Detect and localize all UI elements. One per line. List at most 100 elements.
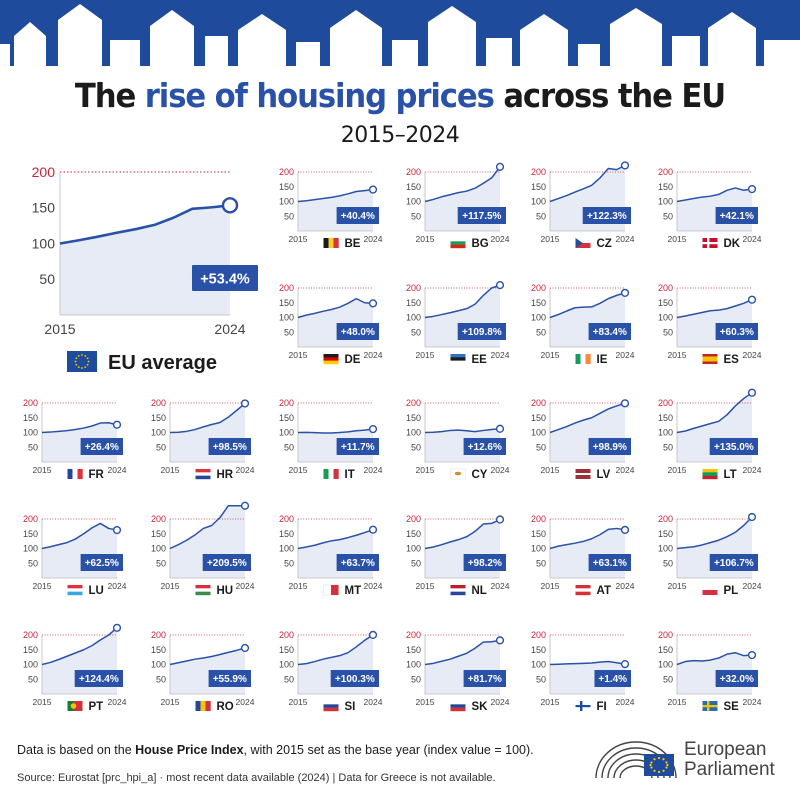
- y-tick-label: 100: [279, 313, 294, 323]
- european-parliament-wordmark: European Parliament: [684, 740, 775, 780]
- endpoint-marker: [620, 161, 630, 170]
- x-tick-label: 2015: [541, 234, 560, 244]
- y-tick-label: 50: [411, 558, 421, 568]
- endpoint-marker: [495, 636, 505, 645]
- chart-panel-ee: 50 100 150 200 2015 2024 +109.8% EE: [406, 281, 510, 366]
- title-part1: The: [74, 76, 136, 115]
- chart-panel-hr: 50 100 150 200 2015 2024 +98.5% HR: [151, 398, 255, 481]
- x-tick-label: 2024: [364, 234, 383, 244]
- y-tick-label: 100: [658, 428, 673, 438]
- country-code: RO: [217, 701, 234, 713]
- x-tick-label: 2015: [161, 697, 180, 707]
- endpoint-marker: [747, 388, 757, 397]
- chart-panel-si: 50 100 150 200 2015 2024 +100.3% SI: [279, 630, 383, 713]
- y-tick-label: 150: [531, 645, 546, 655]
- x-tick-label: 2024: [108, 697, 127, 707]
- change-label-box: [80, 554, 123, 571]
- flag-icon-ie: [575, 354, 591, 364]
- x-tick-label: 2015: [416, 234, 435, 244]
- flag-icon-nl: [450, 585, 466, 596]
- change-label-box: [330, 670, 379, 687]
- y-tick-label: 50: [156, 442, 166, 452]
- x-tick-label: 2015: [541, 697, 560, 707]
- y-tick-label: 150: [23, 645, 38, 655]
- change-label-box: [594, 670, 631, 687]
- y-tick-label: 200: [406, 514, 421, 524]
- change-label: +48.0%: [341, 327, 375, 338]
- y-tick-label: 200: [531, 398, 546, 408]
- endpoint-marker: [620, 659, 630, 669]
- x-tick-label: 2024: [743, 697, 762, 707]
- country-code: SI: [345, 701, 356, 713]
- x-tick-label: 2024: [616, 234, 635, 244]
- y-tick-label: 50: [663, 211, 673, 221]
- series-line: [41, 422, 118, 434]
- y-tick-label: 150: [658, 298, 673, 308]
- page-title: The rise of housing prices across the EU: [28, 76, 772, 115]
- country-code: EE: [472, 354, 488, 366]
- x-tick-label: 2015: [668, 581, 687, 591]
- series-line: [549, 402, 626, 434]
- x-tick-label: 2015: [44, 321, 75, 337]
- x-tick-label: 2015: [289, 465, 308, 475]
- country-code: DK: [724, 238, 741, 250]
- x-tick-label: 2015: [416, 465, 435, 475]
- x-tick-label: 2024: [491, 465, 510, 475]
- change-label-box: [80, 438, 123, 455]
- x-tick-label: 2015: [289, 581, 308, 591]
- endpoint-marker: [368, 630, 378, 640]
- x-tick-label: 2015: [416, 350, 435, 360]
- y-tick-label: 150: [658, 529, 673, 539]
- change-label-box: [74, 670, 123, 687]
- endpoint-marker: [368, 525, 378, 534]
- series-line: [424, 166, 501, 203]
- change-label-box: [463, 554, 506, 571]
- x-tick-label: 2024: [364, 581, 383, 591]
- footer-note-bold: House Price Index: [135, 743, 244, 757]
- flag-icon-pl: [702, 585, 718, 595]
- flag-icon-hr: [195, 469, 211, 480]
- series-line: [169, 402, 246, 434]
- y-tick-label: 150: [531, 298, 546, 308]
- country-code: HU: [217, 585, 234, 597]
- x-tick-label: 2024: [616, 465, 635, 475]
- flag-icon-cy: [450, 468, 466, 480]
- y-tick-label: 150: [531, 182, 546, 192]
- x-tick-label: 2024: [616, 581, 635, 591]
- y-tick-label: 150: [279, 182, 294, 192]
- change-label-box: [715, 323, 758, 340]
- series-line: [41, 522, 118, 550]
- change-label: +122.3%: [587, 211, 627, 222]
- y-tick-label: 150: [151, 413, 166, 423]
- series-line: [549, 164, 626, 203]
- country-code: PL: [724, 585, 739, 597]
- y-tick-label: 150: [406, 298, 421, 308]
- x-tick-label: 2024: [616, 350, 635, 360]
- y-tick-label: 150: [406, 413, 421, 423]
- y-tick-label: 150: [151, 645, 166, 655]
- country-code: DE: [345, 354, 361, 366]
- change-label: +12.6%: [468, 442, 502, 453]
- series-line: [676, 392, 753, 434]
- y-tick-label: 200: [658, 630, 673, 640]
- y-tick-label: 50: [411, 442, 421, 452]
- y-tick-label: 50: [411, 674, 421, 684]
- series-line: [676, 187, 753, 203]
- x-tick-label: 2015: [541, 350, 560, 360]
- series-line: [549, 527, 626, 550]
- series-line: [297, 428, 374, 434]
- y-tick-label: 50: [28, 558, 38, 568]
- endpoint-marker: [240, 501, 250, 510]
- y-tick-label: 100: [406, 313, 421, 323]
- series-line: [297, 529, 374, 550]
- title-highlight: rise of housing prices: [144, 76, 495, 115]
- x-tick-label: 2015: [161, 581, 180, 591]
- y-tick-label: 50: [663, 327, 673, 337]
- y-tick-label: 200: [23, 398, 38, 408]
- chart-panel-cz: 50 100 150 200 2015 2024 +122.3% CZ: [531, 161, 635, 250]
- y-tick-label: 50: [284, 211, 294, 221]
- x-tick-label: 2024: [743, 581, 762, 591]
- y-tick-label: 200: [658, 514, 673, 524]
- series-line: [676, 299, 753, 319]
- x-tick-label: 2024: [616, 697, 635, 707]
